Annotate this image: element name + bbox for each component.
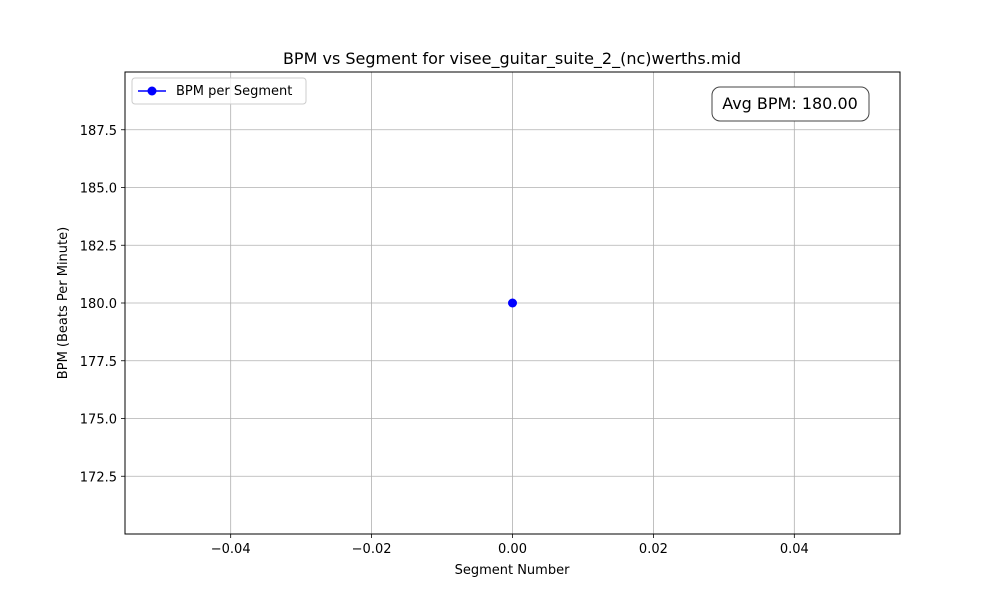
y-tick-label: 182.5: [80, 239, 117, 254]
legend-marker-swatch: [147, 86, 157, 96]
x-tick-label: −0.04: [211, 542, 251, 557]
legend-box: [131, 77, 307, 105]
y-tick-label: 180.0: [80, 297, 117, 312]
chart-title: BPM vs Segment for visee_guitar_suite_2_…: [283, 49, 741, 69]
annotation-box: Avg BPM: 180.00: [711, 86, 870, 122]
legend: BPM per Segment: [131, 77, 307, 105]
x-tick-label: −0.02: [352, 542, 392, 557]
legend-label: BPM per Segment: [176, 84, 292, 99]
y-axis: 172.5 175.0 177.5 180.0 182.5 185.0 187.5: [80, 124, 125, 485]
data-point: [508, 298, 517, 308]
y-axis-label: BPM (Beats Per Minute): [56, 227, 71, 379]
y-tick-label: 172.5: [80, 470, 117, 485]
annotation-text: Avg BPM: 180.00: [722, 94, 858, 113]
y-tick-label: 185.0: [80, 182, 117, 197]
y-tick-label: 177.5: [80, 355, 117, 370]
x-axis-label: Segment Number: [455, 563, 571, 578]
x-axis: −0.04 −0.02 0.00 0.02 0.04: [211, 534, 809, 557]
annotation-frame: [711, 86, 870, 122]
y-tick-label: 187.5: [80, 124, 117, 139]
series-layer: [508, 298, 517, 308]
x-tick-label: 0.02: [639, 542, 668, 557]
y-tick-label: 175.0: [80, 413, 117, 428]
x-tick-label: 0.00: [498, 542, 527, 557]
x-tick-label: 0.04: [780, 542, 809, 557]
